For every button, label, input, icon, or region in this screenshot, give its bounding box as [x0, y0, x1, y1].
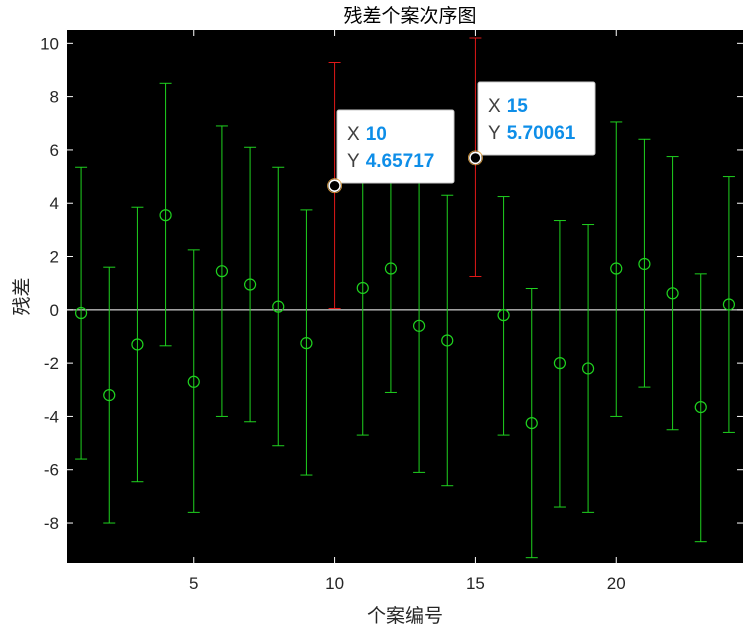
residual-marker[interactable]	[553, 357, 567, 370]
residual-point-4	[159, 82, 172, 347]
residual-marker[interactable]	[666, 287, 679, 300]
datatip-marker-ring	[327, 178, 342, 194]
datatip-y-row: Y 5.70061	[488, 123, 576, 144]
residual-point-14	[441, 194, 454, 487]
x-tick-label: 15	[466, 574, 485, 593]
datatip-box	[336, 109, 455, 184]
y-tick-label: -6	[44, 461, 59, 480]
residual-point-16	[497, 196, 510, 436]
residual-point-9	[300, 209, 313, 476]
residual-marker[interactable]	[243, 278, 257, 291]
datatip-marker-ring	[468, 150, 483, 166]
residual-marker[interactable]	[638, 257, 651, 271]
residual-point-17	[525, 288, 538, 559]
residual-point-5	[187, 249, 200, 513]
datatip-y-key: Y	[488, 123, 501, 144]
residual-point-8	[272, 166, 285, 447]
x-tick-label: 10	[325, 574, 344, 593]
residual-marker[interactable]	[131, 338, 144, 351]
residual-point-19	[581, 224, 595, 513]
datatip-x-row: X 10	[347, 124, 387, 145]
residual-marker[interactable]	[610, 262, 623, 275]
datatip-y-value: 5.70061	[507, 123, 576, 144]
residual-point-6	[215, 125, 229, 417]
datatip-y-key: Y	[347, 151, 360, 172]
residual-marker[interactable]	[412, 319, 426, 332]
y-tick-label: 10	[40, 34, 59, 53]
datatip-x-key: X	[488, 96, 501, 117]
residual-marker[interactable]	[384, 262, 398, 275]
datatip-x-row: X 15	[488, 96, 528, 117]
y-tick-label: 2	[50, 248, 59, 267]
datatip-x-value: 10	[366, 124, 387, 145]
residual-marker[interactable]	[722, 298, 736, 311]
residual-point-21	[638, 138, 651, 388]
datatip-marker[interactable]	[469, 151, 482, 165]
y-tick-label: -4	[44, 407, 59, 426]
residual-point-7	[243, 146, 257, 423]
datatip-marker[interactable]	[328, 179, 341, 193]
residual-marker[interactable]	[525, 416, 538, 430]
residual-marker[interactable]	[441, 334, 454, 347]
residual-point-23	[694, 273, 707, 543]
residual-marker[interactable]	[694, 400, 707, 414]
residual-marker[interactable]	[356, 281, 369, 295]
residual-marker[interactable]	[581, 362, 595, 375]
residual-point-18	[553, 220, 567, 508]
x-tick-label: 20	[607, 574, 626, 593]
residual-marker[interactable]	[497, 309, 510, 322]
datatip-10[interactable]: X 10 Y 4.65717	[327, 109, 455, 194]
residual-marker[interactable]	[187, 375, 200, 388]
x-axis-label: 个案编号	[367, 605, 443, 627]
y-tick-label: 8	[50, 88, 59, 107]
residual-marker[interactable]	[272, 300, 285, 313]
y-tick-label: 0	[50, 301, 59, 320]
residual-point-24	[722, 176, 736, 433]
chart-title: 残差个案次序图	[343, 5, 476, 27]
residual-point-2	[103, 266, 116, 524]
datatip-x-key: X	[347, 124, 360, 145]
x-tick-label: 5	[189, 574, 198, 593]
residual-marker[interactable]	[103, 389, 116, 402]
y-tick-label: -2	[44, 354, 59, 373]
y-tick-label: 6	[50, 141, 59, 160]
residual-point-3	[131, 206, 144, 483]
residual-marker[interactable]	[215, 265, 229, 278]
datatip-y-row: Y 4.65717	[347, 151, 434, 172]
datatip-15[interactable]: X 15 Y 5.70061	[468, 81, 596, 166]
y-tick-label: -8	[44, 514, 59, 533]
datatip-x-value: 15	[507, 96, 529, 117]
y-axis-label: 残差	[11, 277, 33, 315]
y-tick-label: 4	[50, 194, 59, 213]
datatip-box	[477, 81, 596, 156]
residual-point-22	[666, 156, 679, 431]
residual-marker[interactable]	[159, 209, 172, 222]
residual-marker[interactable]	[74, 306, 88, 320]
datatip-y-value: 4.65717	[366, 151, 435, 172]
residual-point-1	[74, 166, 88, 460]
residual-point-20	[610, 121, 623, 417]
residual-marker[interactable]	[300, 337, 313, 350]
